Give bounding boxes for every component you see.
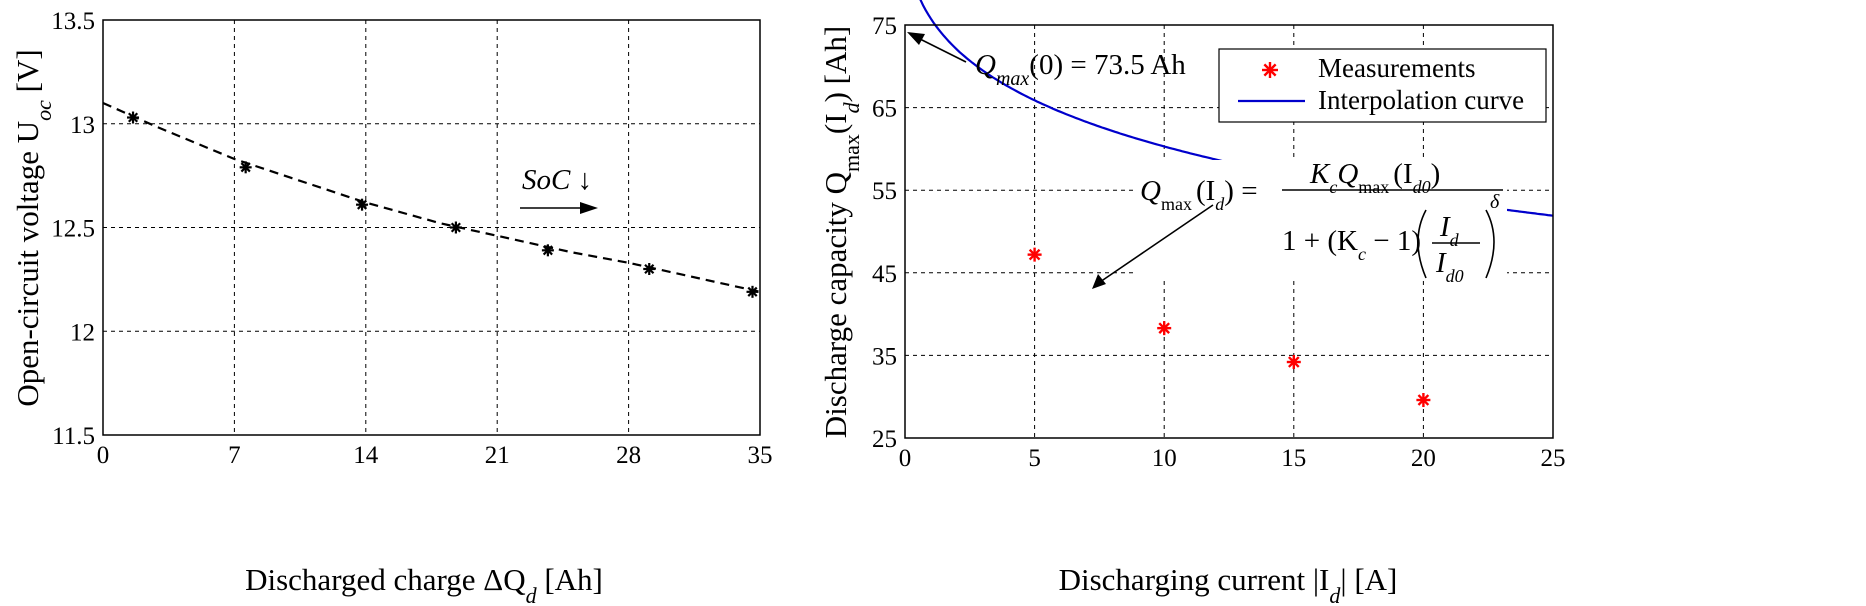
formula-pointer-head <box>1092 274 1106 289</box>
voltage-data-point <box>541 244 554 257</box>
voltage-data-point <box>449 221 462 234</box>
y-tick-label: 11.5 <box>52 423 95 450</box>
y-tick-label: 12.5 <box>51 216 95 243</box>
y-tick-label: 13.5 <box>51 8 95 35</box>
measurement-point <box>1286 355 1301 370</box>
marker-stroke <box>128 112 139 123</box>
marker-stroke <box>357 199 368 210</box>
chart-voltage-vs-charge: 0 7 14 21 28 35 11.5 12 12.5 13 13.5 SoC ↓ Dischar… <box>10 8 773 606</box>
chart1-x-axis-label: Discharged charge ΔQd [Ah] <box>245 562 603 606</box>
voltage-data-point <box>643 263 656 275</box>
marker-stroke <box>1417 394 1430 406</box>
formula-exponent: δ <box>1490 191 1500 213</box>
marker-stroke <box>747 286 758 297</box>
y-tick-label: 65 <box>872 96 897 123</box>
chart1-grid <box>103 20 760 435</box>
y-tick-label: 12 <box>70 319 95 346</box>
legend-measurements-label: Measurements <box>1318 53 1475 83</box>
x-tick-label: 20 <box>1411 445 1436 472</box>
formula-denominator-lead: 1 + (Kc − 1) <box>1282 225 1421 264</box>
chart2-x-axis-label: Discharging current |Id| [A] <box>1059 562 1398 606</box>
chart2-y-axis-label: Discharge capacity Qmax(Id) [Ah] <box>818 26 864 438</box>
chart2-qmax0-arrow-head <box>907 32 925 45</box>
marker-stroke <box>1028 248 1041 261</box>
voltage-trend-line <box>102 101 761 293</box>
chart1-soc-annotation: SoC ↓ <box>522 164 592 196</box>
voltage-data-point <box>356 198 369 211</box>
formula-numerator: KcQmax (Id0) <box>1309 158 1440 197</box>
chart2-plot-frame <box>904 24 1554 439</box>
formula-pointer-line <box>1099 204 1214 283</box>
chart1-plot-frame <box>102 19 761 436</box>
marker-stroke <box>644 263 655 275</box>
y-tick-label: 25 <box>872 426 897 453</box>
chart1-y-axis-label: Open-circuit voltage Uoc [V] <box>10 49 56 406</box>
voltage-data-point <box>239 161 252 174</box>
x-tick-label: 5 <box>1028 445 1041 472</box>
x-tick-label: 0 <box>97 442 110 469</box>
x-tick-label: 0 <box>899 445 912 472</box>
measurement-point <box>1416 393 1431 408</box>
marker-stroke <box>1158 322 1170 334</box>
voltage-data-point <box>746 285 759 298</box>
x-tick-label: 15 <box>1281 445 1306 472</box>
chart2-qmax0-arrow-line <box>917 37 967 63</box>
formula-right-paren <box>1485 209 1495 279</box>
interpolation-formula: Qmax (Id) = KcQmax (Id0) 1 + (Kc − 1) Id I… <box>1135 158 1507 286</box>
formula-lhs: Qmax (Id) = <box>1140 175 1258 214</box>
legend-curve-label: Interpolation curve <box>1318 85 1524 115</box>
marker-stroke <box>542 245 553 256</box>
marker-stroke <box>450 222 461 233</box>
legend-measurements-marker <box>1262 62 1278 78</box>
measurement-point <box>1027 247 1042 262</box>
x-tick-label: 21 <box>485 442 510 469</box>
y-tick-label: 13 <box>70 112 95 139</box>
chart1-series <box>102 101 761 298</box>
x-tick-label: 10 <box>1152 445 1177 472</box>
chart2-qmax0-annotation: Qmax(0) = 73.5 Ah <box>975 49 1186 90</box>
formula-inner-numerator: Id <box>1439 211 1460 250</box>
chart2-legend: Measurements Interpolation curve <box>1218 48 1547 123</box>
marker-stroke <box>1263 63 1277 77</box>
x-tick-label: 7 <box>228 442 241 469</box>
voltage-data-point <box>127 111 140 124</box>
x-tick-label: 35 <box>748 442 773 469</box>
y-tick-label: 55 <box>872 178 897 205</box>
y-tick-label: 45 <box>872 261 897 288</box>
chart-capacity-vs-current: 0 5 10 15 20 25 25 35 45 55 65 75 Qmax(0) = 73.5 Ah… <box>818 0 1566 606</box>
marker-stroke <box>240 162 251 173</box>
chart1-ticks: 0 7 14 21 28 35 11.5 12 12.5 13 13.5 <box>51 8 772 469</box>
chart1-soc-arrow-head <box>580 202 598 214</box>
measurement-point <box>1157 321 1172 336</box>
x-tick-label: 25 <box>1541 445 1566 472</box>
y-tick-label: 35 <box>872 343 897 370</box>
formula-left-paren <box>1417 209 1427 279</box>
legend-star <box>1262 62 1278 78</box>
marker-stroke <box>1288 356 1300 368</box>
formula-inner-denominator: Id0 <box>1435 247 1464 286</box>
x-tick-label: 14 <box>353 442 379 469</box>
chart2-ticks: 0 5 10 15 20 25 25 35 45 55 65 75 <box>872 13 1566 472</box>
formula-background <box>1135 160 1507 280</box>
legend-box <box>1218 48 1547 123</box>
y-tick-label: 75 <box>872 13 897 40</box>
x-tick-label: 28 <box>616 442 641 469</box>
